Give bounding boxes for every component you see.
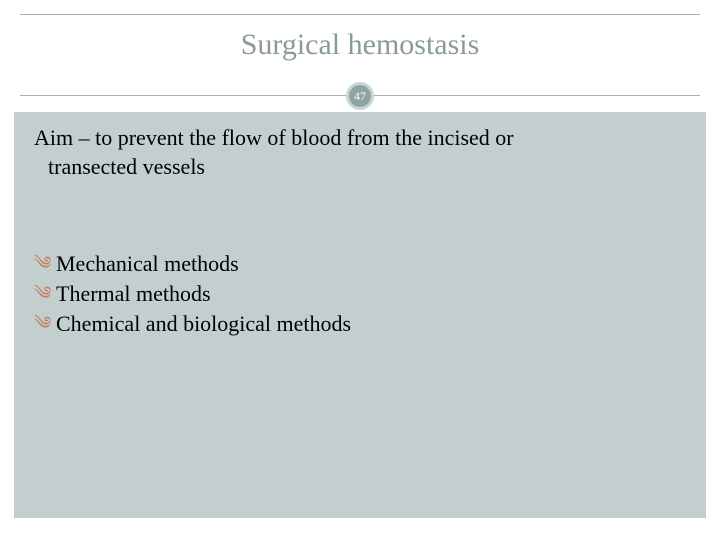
- list-item-label: Chemical and biological methods: [56, 311, 351, 336]
- content-area: Aim – to prevent the flow of blood from …: [30, 124, 690, 338]
- methods-list: ༄ Mechanical methods ༄ Thermal methods ༄…: [30, 249, 690, 338]
- list-item: ༄ Mechanical methods: [34, 249, 690, 279]
- aim-line-2: transected vessels: [34, 153, 690, 182]
- list-item-label: Thermal methods: [56, 281, 211, 306]
- swirl-bullet-icon: ༄: [34, 251, 51, 275]
- aim-text: Aim – to prevent the flow of blood from …: [30, 124, 690, 181]
- list-item: ༄ Thermal methods: [34, 279, 690, 309]
- list-item: ༄ Chemical and biological methods: [34, 309, 690, 339]
- swirl-bullet-icon: ༄: [34, 311, 51, 335]
- aim-line-1: Aim – to prevent the flow of blood from …: [34, 125, 514, 150]
- slide-title: Surgical hemostasis: [0, 28, 720, 62]
- swirl-bullet-icon: ༄: [34, 281, 51, 305]
- top-divider-line: [20, 14, 700, 15]
- slide: Surgical hemostasis 47 Aim – to prevent …: [0, 0, 720, 540]
- page-number-badge: 47: [346, 82, 374, 110]
- list-item-label: Mechanical methods: [56, 251, 239, 276]
